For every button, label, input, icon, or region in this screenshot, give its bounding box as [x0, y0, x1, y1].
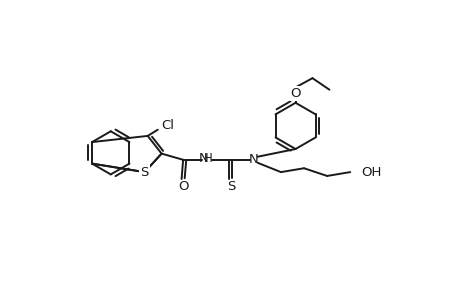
Text: O: O — [290, 87, 301, 100]
Text: Cl: Cl — [161, 119, 174, 132]
Text: O: O — [178, 180, 188, 193]
Text: O: O — [290, 87, 301, 100]
Text: N: N — [249, 153, 259, 166]
Text: N: N — [199, 152, 209, 165]
Text: H: H — [203, 152, 212, 165]
Text: OH: OH — [361, 166, 382, 179]
Text: S: S — [227, 180, 235, 193]
Text: S: S — [141, 166, 149, 179]
Text: S: S — [141, 166, 149, 179]
